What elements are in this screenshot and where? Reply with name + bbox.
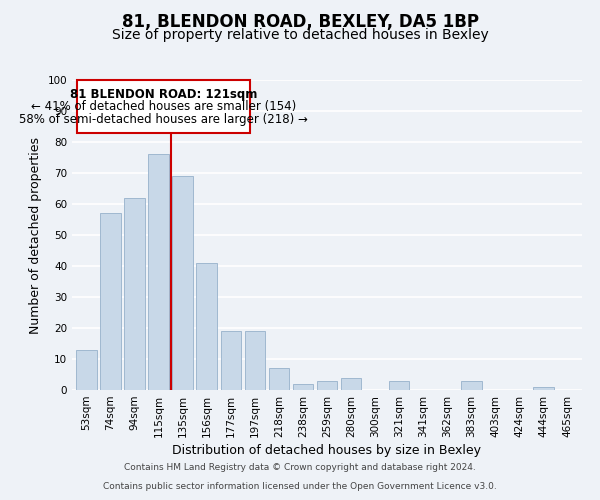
Text: ← 41% of detached houses are smaller (154): ← 41% of detached houses are smaller (15…: [31, 100, 296, 113]
Bar: [172, 176, 193, 390]
FancyBboxPatch shape: [77, 80, 250, 132]
Bar: [100, 214, 121, 390]
Text: Contains HM Land Registry data © Crown copyright and database right 2024.: Contains HM Land Registry data © Crown c…: [124, 464, 476, 472]
Bar: [76, 350, 97, 390]
X-axis label: Distribution of detached houses by size in Bexley: Distribution of detached houses by size …: [173, 444, 482, 457]
Y-axis label: Number of detached properties: Number of detached properties: [29, 136, 42, 334]
Text: 58% of semi-detached houses are larger (218) →: 58% of semi-detached houses are larger (…: [19, 112, 308, 126]
Bar: [245, 331, 265, 390]
Text: 81, BLENDON ROAD, BEXLEY, DA5 1BP: 81, BLENDON ROAD, BEXLEY, DA5 1BP: [121, 12, 479, 30]
Bar: [533, 387, 554, 390]
Bar: [293, 384, 313, 390]
Text: 81 BLENDON ROAD: 121sqm: 81 BLENDON ROAD: 121sqm: [70, 88, 257, 101]
Bar: [341, 378, 361, 390]
Text: Size of property relative to detached houses in Bexley: Size of property relative to detached ho…: [112, 28, 488, 42]
Text: Contains public sector information licensed under the Open Government Licence v3: Contains public sector information licen…: [103, 482, 497, 491]
Bar: [221, 331, 241, 390]
Bar: [461, 380, 482, 390]
Bar: [124, 198, 145, 390]
Bar: [389, 380, 409, 390]
Bar: [269, 368, 289, 390]
Bar: [148, 154, 169, 390]
Bar: [196, 263, 217, 390]
Bar: [317, 380, 337, 390]
